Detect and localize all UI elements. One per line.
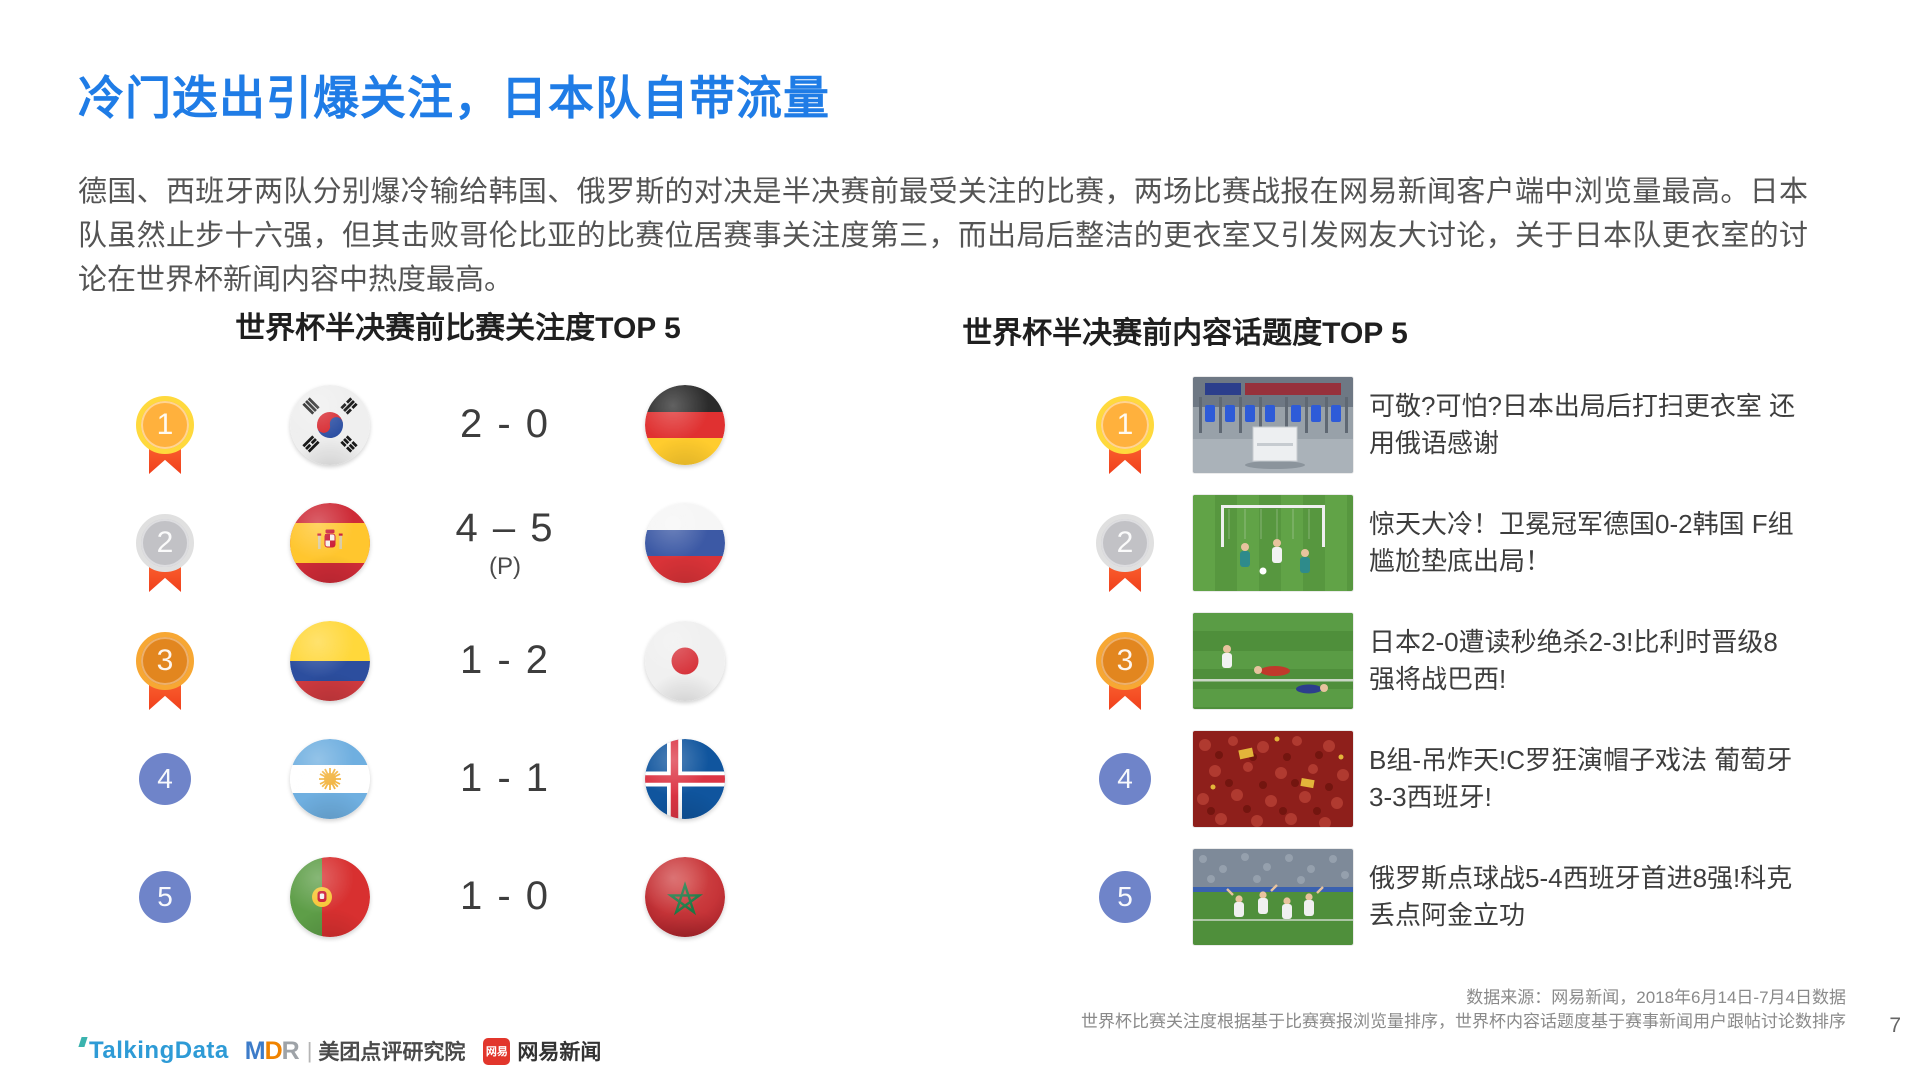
intro-paragraph: 德国、西班牙两队分别爆冷输给韩国、俄罗斯的对决是半决赛前最受关注的比赛，两场比赛… xyxy=(78,176,1808,296)
gold-medal-icon: 1 xyxy=(136,396,194,474)
mdr-letter-r: R xyxy=(281,1036,300,1065)
topic-headline: 可敬?可怕?日本出局后打扫更衣室 还用俄语感谢 xyxy=(1369,391,1796,458)
match-row-1: 1 xyxy=(110,366,750,484)
mdr-letter-d: D xyxy=(264,1036,283,1065)
match-row-3: 3 1 - 2 xyxy=(110,602,750,720)
flag-spain-icon xyxy=(290,503,370,583)
page-number: 7 xyxy=(1889,1014,1901,1037)
match-score: 2 - 0 xyxy=(459,401,551,446)
bronze-medal-icon: 3 xyxy=(136,632,194,710)
topic-row-1: 1 xyxy=(1085,366,1801,484)
blue-rank-circle: 5 xyxy=(1099,871,1151,923)
thumbnail-japan-locker-room xyxy=(1193,377,1353,473)
match-ranking-list: 1 xyxy=(110,366,750,956)
logo-separator: | xyxy=(306,1038,313,1063)
topic-row-2: 2 xyxy=(1085,484,1801,602)
talkingdata-logo: TalkingData xyxy=(78,1037,229,1065)
topic-ranking-title: 世界杯半决赛前内容话题度TOP 5 xyxy=(962,317,1408,350)
thumbnail-portugal-fans xyxy=(1193,731,1353,827)
logo-bar: TalkingData M D R | 美团点评研究院 网易 网易新闻 xyxy=(78,1036,602,1066)
gold-medal-icon: 1 xyxy=(1096,396,1154,474)
page-title: 冷门迭出引爆关注，日本队自带流量 xyxy=(78,72,830,124)
topic-ranking-list: 1 xyxy=(1085,366,1801,956)
silver-medal-icon: 2 xyxy=(136,514,194,592)
match-ranking-title: 世界杯半决赛前比赛关注度TOP 5 xyxy=(235,312,681,345)
talkingdata-wordmark: TalkingData xyxy=(89,1037,229,1064)
thumbnail-japan-belgium-match xyxy=(1193,613,1353,709)
blue-rank-circle: 4 xyxy=(139,753,191,805)
rank-number: 1 xyxy=(136,396,194,454)
silver-medal-icon: 2 xyxy=(1096,514,1154,592)
match-row-5: 5 1 - 0 xyxy=(110,838,750,956)
talkingdata-tick-icon xyxy=(78,1037,88,1047)
topic-headline: 俄罗斯点球战5-4西班牙首进8强!科克丢点阿金立功 xyxy=(1369,863,1793,930)
rank-number: 3 xyxy=(1096,632,1154,690)
netease-logo-badge: 网易 xyxy=(483,1037,511,1065)
rank-number: 2 xyxy=(1096,514,1154,572)
flag-morocco-icon xyxy=(645,857,725,937)
topic-row-4: 4 xyxy=(1085,720,1801,838)
mdr-meituan-logo: M D R xyxy=(244,1036,300,1066)
match-score: 1 - 0 xyxy=(459,873,551,918)
blue-rank-circle: 5 xyxy=(139,871,191,923)
topic-row-5: 5 xyxy=(1085,838,1801,956)
rank-number: 1 xyxy=(1096,396,1154,454)
thumbnail-russia-celebration xyxy=(1193,849,1353,945)
flag-portugal-icon xyxy=(290,857,370,937)
data-source-line1: 数据来源：网易新闻，2018年6月14日-7月4日数据 xyxy=(1466,988,1846,1007)
flag-iceland-icon xyxy=(645,739,725,819)
flag-argentina-icon xyxy=(290,739,370,819)
match-score-note: (P) xyxy=(489,552,521,580)
topic-row-3: 3 日本2-0遭读秒绝杀2-3!比利时晋级8强将战巴西! xyxy=(1085,602,1801,720)
bronze-medal-icon: 3 xyxy=(1096,632,1154,710)
topic-headline: 惊天大冷！卫冕冠军德国0-2韩国 F组尴尬垫底出局！ xyxy=(1369,509,1794,576)
flag-south-korea-icon xyxy=(290,385,370,465)
match-row-2: 2 xyxy=(110,484,750,602)
rank-number: 3 xyxy=(136,632,194,690)
match-score: 1 - 1 xyxy=(459,755,551,800)
thumbnail-germany-korea-match xyxy=(1193,495,1353,591)
mdr-letter-m: M xyxy=(244,1036,266,1065)
topic-headline: B组-吊炸天!C罗狂演帽子戏法 葡萄牙3-3西班牙! xyxy=(1369,745,1793,812)
topic-headline: 日本2-0遭读秒绝杀2-3!比利时晋级8强将战巴西! xyxy=(1369,627,1778,694)
match-score: 1 - 2 xyxy=(459,637,551,682)
flag-colombia-icon xyxy=(290,621,370,701)
match-score: 4 – 5 xyxy=(455,505,555,550)
flag-japan-icon xyxy=(645,621,725,701)
match-row-4: 4 xyxy=(110,720,750,838)
netease-news-label: 网易新闻 xyxy=(517,1041,602,1064)
flag-russia-icon xyxy=(645,503,725,583)
data-source-line2: 世界杯比赛关注度根据基于比赛赛报浏览量排序，世界杯内容话题度基于赛事新闻用户跟帖… xyxy=(1081,1012,1846,1031)
flag-germany-icon xyxy=(645,385,725,465)
data-source-note: 数据来源：网易新闻，2018年6月14日-7月4日数据 世界杯比赛关注度根据基于… xyxy=(1081,986,1846,1034)
meituan-research-label: 美团点评研究院 xyxy=(318,1041,466,1064)
blue-rank-circle: 4 xyxy=(1099,753,1151,805)
rank-number: 2 xyxy=(136,514,194,572)
